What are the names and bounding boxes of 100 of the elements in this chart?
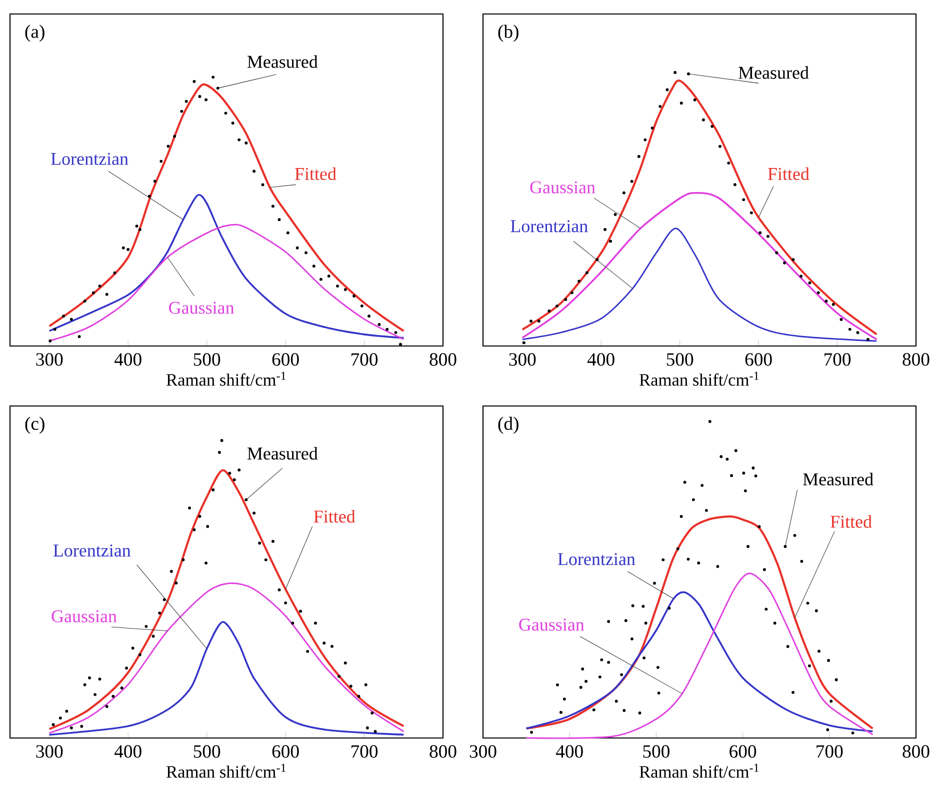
point: [718, 144, 722, 148]
x-tick-label: 700: [352, 353, 378, 366]
point: [182, 558, 185, 562]
point: [98, 678, 102, 681]
point: [848, 328, 852, 331]
x-tick-label: 600: [272, 745, 299, 758]
point: [224, 112, 228, 115]
point: [530, 320, 532, 323]
point: [83, 300, 86, 303]
point: [312, 264, 316, 268]
point: [344, 662, 347, 664]
x-tick-label: 800: [430, 353, 456, 366]
point: [232, 478, 236, 482]
point: [212, 76, 215, 79]
point: [622, 191, 626, 194]
x-tick-label: 800: [430, 745, 456, 758]
point: [284, 601, 288, 604]
text: Lorentzian: [53, 544, 131, 557]
text: Lorentzian: [510, 220, 588, 232]
x-tick-label: 300: [470, 745, 496, 758]
x-tick-label: 700: [816, 745, 843, 758]
x-axis-title: Raman shift/cm$^{-1}$: [166, 372, 286, 386]
point: [314, 622, 317, 625]
point: [548, 310, 551, 312]
point: [264, 558, 268, 562]
point: [138, 228, 142, 232]
point: [336, 284, 339, 288]
point: [174, 582, 178, 584]
point: [296, 246, 299, 250]
point: [758, 231, 762, 234]
point: [366, 726, 369, 730]
x-tick-label: 700: [824, 353, 851, 366]
x-tick-label: 400: [556, 745, 583, 758]
point: [62, 314, 66, 318]
point: [596, 258, 599, 262]
x-tick-label: 500: [666, 353, 694, 366]
point: [271, 540, 274, 543]
x-tick-label: 300: [509, 353, 536, 366]
point: [644, 138, 647, 142]
point: [368, 314, 370, 318]
x-axis-title: Raman shift/cm$^{-1}$: [166, 764, 286, 778]
point: [105, 704, 108, 708]
point: [374, 730, 377, 733]
text: Lorentzian: [558, 553, 636, 566]
point: [105, 292, 108, 296]
point: [399, 342, 402, 346]
point: [522, 341, 526, 344]
point: [120, 686, 124, 690]
x-axis-title: Raman shift/cm$^{-1}$: [640, 372, 759, 386]
point: [180, 110, 184, 113]
point: [578, 280, 581, 283]
series-label: Gaussian: [169, 302, 234, 314]
chart-title: (a): [25, 24, 44, 42]
point: [218, 450, 221, 454]
point: [252, 170, 256, 173]
point: [238, 468, 241, 472]
point: [204, 562, 208, 565]
point: [170, 570, 173, 573]
point: [158, 612, 162, 615]
point: [674, 71, 677, 74]
point: [816, 291, 820, 294]
text: Measured: [738, 66, 809, 79]
point: [88, 676, 91, 680]
x-tick-label: 400: [114, 353, 142, 366]
text: Lorentzian: [51, 152, 128, 165]
point: [83, 683, 86, 686]
point: [216, 86, 220, 90]
point: [650, 126, 654, 130]
point: [742, 198, 746, 202]
point: [585, 271, 588, 274]
x-axis-title: Raman shift/cm$^{-1}$: [640, 764, 759, 778]
point: [792, 258, 795, 262]
point: [258, 542, 262, 545]
point: [153, 180, 156, 183]
point: [630, 180, 634, 183]
text: Gaussian: [530, 181, 596, 194]
point: [824, 300, 828, 303]
point: [261, 183, 264, 186]
point: [322, 642, 326, 645]
point: [138, 653, 142, 656]
x-tick-label: 600: [730, 745, 756, 758]
point: [306, 650, 310, 653]
point: [866, 338, 870, 341]
point: [727, 162, 730, 165]
point: [231, 122, 234, 125]
text: Gaussian: [52, 610, 117, 622]
point: [800, 274, 803, 278]
point: [808, 281, 812, 284]
point: [271, 204, 274, 208]
point: [78, 335, 81, 338]
point: [349, 684, 352, 688]
series-label: Measured: [247, 55, 318, 68]
point: [65, 710, 68, 713]
x-tick-label: 800: [902, 745, 930, 758]
point: [252, 512, 256, 515]
point: [166, 144, 170, 148]
point: [299, 610, 302, 613]
text: Measured: [803, 472, 874, 486]
point: [122, 246, 125, 250]
x-tick-label: 300: [36, 745, 63, 758]
